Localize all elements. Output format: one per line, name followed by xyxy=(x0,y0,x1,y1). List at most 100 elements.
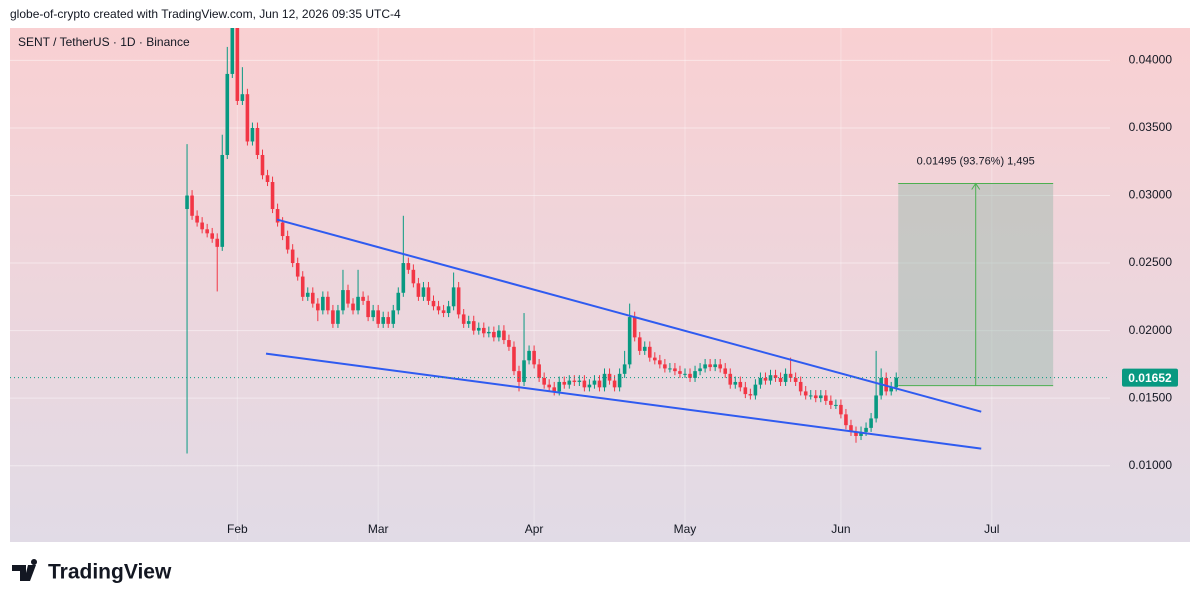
x-tick-label: Feb xyxy=(227,522,248,536)
candle-body xyxy=(894,377,899,388)
candle-body xyxy=(512,346,516,372)
candle-body xyxy=(260,154,265,176)
candle-body xyxy=(829,400,833,405)
candle-body xyxy=(215,238,220,247)
candle-body xyxy=(813,395,818,399)
candle-body xyxy=(310,292,315,304)
candle-body xyxy=(778,377,783,382)
candle-body xyxy=(547,384,551,388)
candle-body xyxy=(255,127,260,155)
candle-body xyxy=(708,364,712,368)
candle-body xyxy=(597,380,602,388)
candle-body xyxy=(864,427,868,432)
measure-arrow-head xyxy=(971,182,981,190)
candle-body xyxy=(537,364,541,378)
candle-body xyxy=(331,310,335,324)
background xyxy=(10,28,1190,542)
candle-body xyxy=(401,263,406,293)
candle-body xyxy=(733,381,738,385)
last-price-tag xyxy=(1122,368,1178,387)
credit: globe-of-crypto created with TradingView… xyxy=(10,7,401,21)
candle-body xyxy=(582,380,587,388)
candle-body xyxy=(522,360,526,382)
candle-body xyxy=(607,373,612,381)
candle-body xyxy=(683,373,687,375)
candle-body xyxy=(869,418,873,428)
y-tick-label: 0.03500 xyxy=(1129,120,1173,134)
candle-body xyxy=(572,380,577,382)
candle-body xyxy=(824,395,828,401)
candle-body xyxy=(381,317,386,324)
candle-body xyxy=(658,360,662,365)
candle-body xyxy=(265,175,270,183)
candle-body xyxy=(471,321,476,331)
brand: TradingView xyxy=(48,561,172,584)
candle-body xyxy=(753,384,758,396)
candle-body xyxy=(818,395,823,399)
candle-body xyxy=(703,364,707,369)
candle-body xyxy=(240,94,245,101)
candle-body xyxy=(793,377,798,382)
candle-body xyxy=(602,373,607,388)
candle-body xyxy=(205,229,209,234)
candle-body xyxy=(783,373,788,382)
candle-body xyxy=(336,310,340,324)
candle-body xyxy=(275,209,280,223)
candle-body xyxy=(195,215,199,223)
candle-body xyxy=(713,364,717,368)
y-tick-label: 0.01000 xyxy=(1129,458,1173,472)
candle-body xyxy=(748,394,753,396)
candle-body xyxy=(235,28,240,101)
candle-body xyxy=(210,233,214,239)
candle-body xyxy=(391,310,396,324)
candle-body xyxy=(647,346,652,358)
candle-body xyxy=(839,404,843,415)
candle-body xyxy=(587,384,592,388)
candle-body xyxy=(617,373,622,388)
trendline xyxy=(276,218,982,413)
candle-body xyxy=(552,387,557,392)
candle-body xyxy=(808,395,813,397)
candle-body xyxy=(356,296,360,311)
candle-body xyxy=(693,371,697,378)
candle-body xyxy=(502,330,506,341)
candle-body xyxy=(466,321,471,324)
candle-body xyxy=(889,387,894,392)
candle-body xyxy=(305,292,310,297)
candle-body xyxy=(723,368,728,374)
candle-body xyxy=(200,222,204,230)
candle-body xyxy=(874,395,878,419)
candle-body xyxy=(527,350,531,361)
candle-body xyxy=(577,380,582,382)
candle-body xyxy=(718,364,722,369)
candle-body xyxy=(441,310,446,314)
candle-body xyxy=(627,317,632,365)
candle-body xyxy=(396,292,401,311)
measure-label: 0.01495 (93.76%) 1,495 xyxy=(917,155,1035,167)
candle-body xyxy=(688,373,692,378)
candle-body xyxy=(476,327,481,331)
candle-body xyxy=(854,431,858,436)
candle-body xyxy=(663,364,667,369)
candle-body xyxy=(185,195,189,210)
candle-body xyxy=(497,330,501,338)
candle-body xyxy=(642,346,647,351)
candle-body xyxy=(451,287,456,307)
candle-body xyxy=(879,377,883,396)
candle-body xyxy=(567,380,572,385)
candle-body xyxy=(461,314,466,324)
candle-body xyxy=(798,381,803,392)
candle-body xyxy=(341,290,345,311)
candle-body xyxy=(290,249,295,264)
candle-body xyxy=(326,296,330,311)
x-tick-label: Mar xyxy=(368,522,389,536)
x-tick-label: Jul xyxy=(984,522,999,536)
candle-body xyxy=(446,306,451,314)
trendline xyxy=(265,352,982,450)
candle-body xyxy=(280,222,285,237)
candle-body xyxy=(492,331,496,338)
candle-body xyxy=(270,182,275,210)
candle-body xyxy=(411,269,416,284)
candle-body xyxy=(316,303,320,311)
